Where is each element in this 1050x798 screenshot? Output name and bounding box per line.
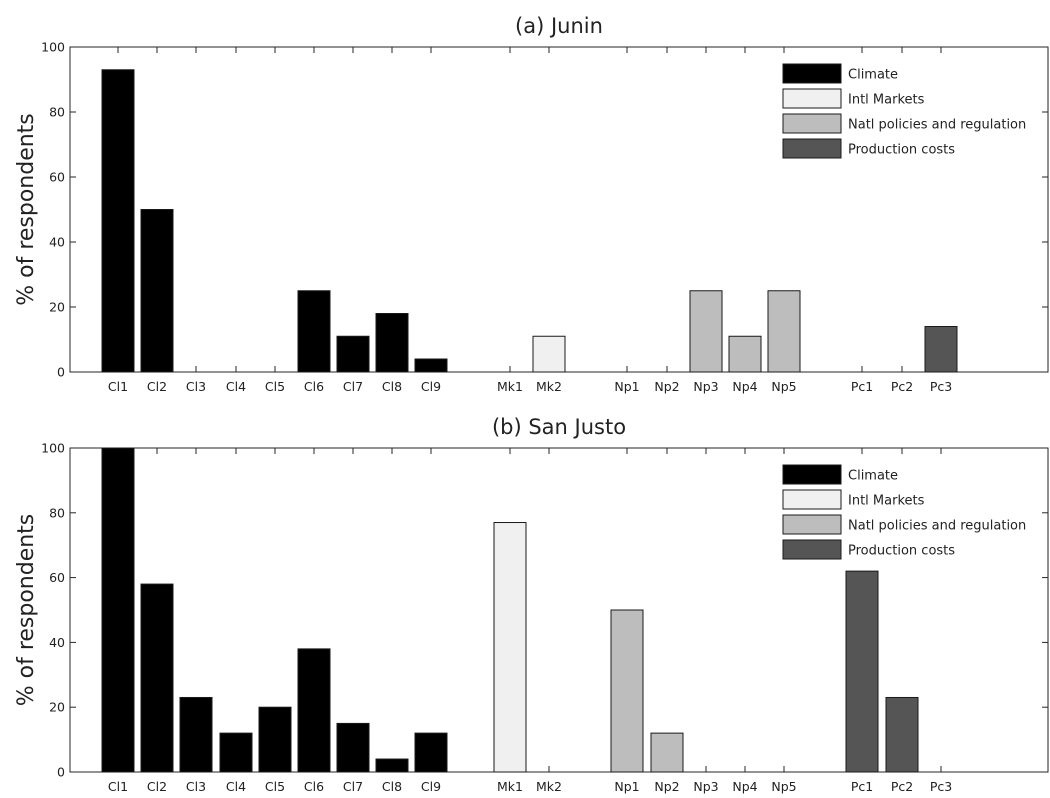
x-tick-label: Mk1 bbox=[497, 779, 523, 794]
y-axis-label: % of respondents bbox=[14, 514, 39, 707]
plot-frame bbox=[69, 447, 1049, 773]
x-tick-label: Cl5 bbox=[265, 379, 285, 394]
legend-swatch bbox=[782, 63, 842, 84]
legend-swatch bbox=[782, 113, 842, 134]
x-tick-label: Mk2 bbox=[536, 779, 562, 794]
legend-label: Climate bbox=[848, 68, 898, 83]
bar-cl5 bbox=[258, 706, 292, 773]
x-tick-label: Cl7 bbox=[343, 379, 363, 394]
x-tick-label: Pc3 bbox=[930, 379, 952, 394]
x-tick-label: Pc1 bbox=[851, 779, 873, 794]
x-tick-label: Pc1 bbox=[851, 379, 873, 394]
x-tick-label: Cl8 bbox=[382, 379, 402, 394]
x-tick-label: Pc3 bbox=[930, 779, 952, 794]
x-tick-label: Np5 bbox=[771, 379, 796, 394]
x-tick-label: Cl3 bbox=[186, 379, 206, 394]
x-tick-label: Cl9 bbox=[421, 379, 441, 394]
bar-cl4 bbox=[219, 732, 253, 773]
x-tick-label: Np1 bbox=[614, 779, 639, 794]
bar-cl2 bbox=[140, 209, 174, 373]
x-tick-label: Cl1 bbox=[108, 379, 128, 394]
x-tick-label: Cl3 bbox=[186, 779, 206, 794]
y-tick-label: 40 bbox=[49, 635, 65, 650]
y-axis-label: % of respondents bbox=[14, 113, 39, 306]
bar-cl8 bbox=[375, 758, 409, 773]
bar-np3 bbox=[689, 290, 723, 373]
bar-np2 bbox=[650, 732, 684, 773]
x-tick-label: Pc2 bbox=[891, 379, 913, 394]
panel-san-justo: (b) San Justo % of respondents 0 20 40 60 80 1… bbox=[14, 415, 1049, 794]
legend-swatch bbox=[782, 489, 842, 510]
bar-mk2 bbox=[532, 335, 566, 373]
y-tick-label: 20 bbox=[49, 300, 65, 315]
x-tick-label: Cl4 bbox=[226, 379, 246, 394]
legend-swatch bbox=[782, 539, 842, 560]
x-tick-label: Cl1 bbox=[108, 779, 128, 794]
x-tick-label: Cl8 bbox=[382, 779, 402, 794]
x-tick-label: Cl6 bbox=[304, 779, 324, 794]
x-tick-label: Mk1 bbox=[497, 379, 523, 394]
legend-label: Natl policies and regulation bbox=[848, 519, 1026, 534]
chart-title: (a) Junin bbox=[515, 14, 603, 38]
chart-title: (b) San Justo bbox=[492, 415, 626, 439]
bar-pc1 bbox=[845, 570, 879, 773]
x-tick-label: Np2 bbox=[654, 779, 679, 794]
x-tick-label: Cl2 bbox=[147, 379, 167, 394]
y-tick-label: 40 bbox=[49, 235, 65, 250]
bar-cl1 bbox=[101, 69, 135, 373]
legend-swatch bbox=[782, 514, 842, 535]
y-tick-label: 60 bbox=[49, 170, 65, 185]
x-tick-label: Cl4 bbox=[226, 779, 246, 794]
x-tick-label: Cl9 bbox=[421, 779, 441, 794]
x-tick-label: Mk2 bbox=[536, 379, 562, 394]
y-tick-label: 100 bbox=[41, 40, 65, 55]
legend-label: Climate bbox=[848, 469, 898, 484]
x-tick-label: Cl2 bbox=[147, 779, 167, 794]
legend-swatch bbox=[782, 88, 842, 109]
legend-label: Intl Markets bbox=[848, 494, 925, 509]
legend-label: Intl Markets bbox=[848, 93, 925, 108]
bar-cl9 bbox=[414, 732, 448, 773]
bar-cl2 bbox=[140, 583, 174, 773]
x-tick-label: Np1 bbox=[614, 379, 639, 394]
bar-pc2 bbox=[885, 696, 919, 773]
x-tick-label: Cl7 bbox=[343, 779, 363, 794]
bar-cl7 bbox=[336, 722, 370, 773]
x-tick-label: Pc2 bbox=[891, 779, 913, 794]
x-tick-label: Cl6 bbox=[304, 379, 324, 394]
x-tick-label: Np3 bbox=[693, 779, 718, 794]
y-tick-label: 0 bbox=[57, 365, 65, 380]
bar-np5 bbox=[767, 290, 801, 373]
legend-label: Production costs bbox=[848, 143, 955, 158]
bar-np1 bbox=[610, 609, 644, 773]
panel-junin: (a) Junin % of respondents 0 20 40 60 80 100 Cl… bbox=[14, 14, 1049, 394]
y-tick-label: 80 bbox=[49, 105, 65, 120]
bar-cl9 bbox=[414, 358, 448, 373]
y-tick-label: 0 bbox=[57, 765, 65, 780]
legend-swatch bbox=[782, 464, 842, 485]
y-tick-label: 20 bbox=[49, 700, 65, 715]
bar-cl7 bbox=[336, 335, 370, 373]
x-tick-label: Np4 bbox=[732, 779, 757, 794]
x-tick-label: Np3 bbox=[693, 379, 718, 394]
bar-np4 bbox=[728, 335, 762, 373]
x-tick-label: Cl5 bbox=[265, 779, 285, 794]
bar-pc3 bbox=[924, 326, 958, 373]
x-tick-label: Np4 bbox=[732, 379, 757, 394]
y-tick-label: 100 bbox=[41, 441, 65, 456]
bar-cl6 bbox=[297, 290, 331, 373]
x-tick-label: Np5 bbox=[771, 779, 796, 794]
x-tick-label: Np2 bbox=[654, 379, 679, 394]
bar-cl3 bbox=[179, 696, 213, 773]
bar-cl1 bbox=[101, 447, 135, 773]
bar-cl8 bbox=[375, 313, 409, 373]
legend-swatch bbox=[782, 138, 842, 159]
y-tick-label: 60 bbox=[49, 570, 65, 585]
legend-label: Natl policies and regulation bbox=[848, 118, 1026, 133]
legend-label: Production costs bbox=[848, 544, 955, 559]
bar-mk1 bbox=[493, 522, 527, 773]
bar-cl6 bbox=[297, 648, 331, 773]
y-tick-label: 80 bbox=[49, 505, 65, 520]
